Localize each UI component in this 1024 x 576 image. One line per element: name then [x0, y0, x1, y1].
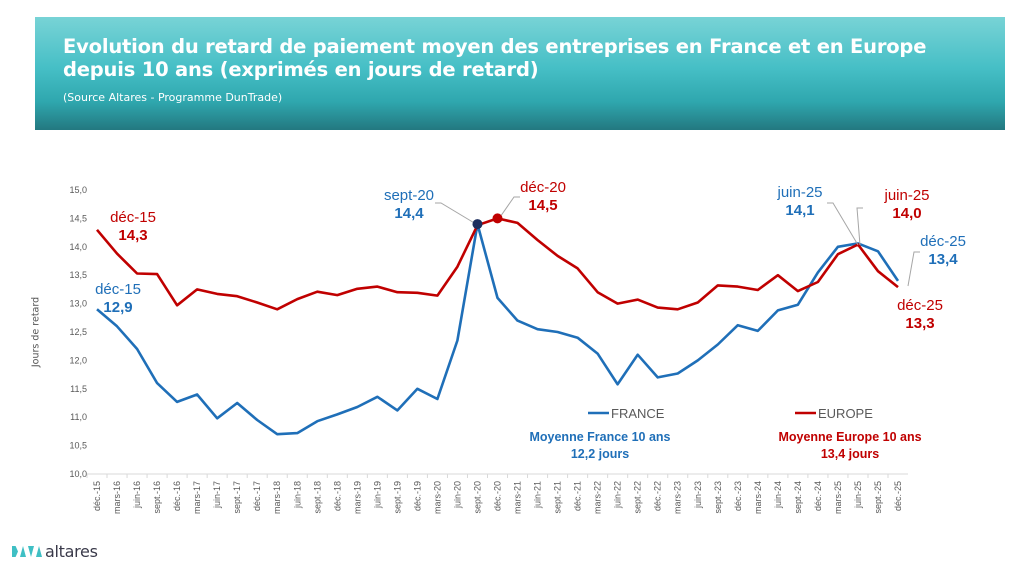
x-tick-label: mars-18	[272, 481, 282, 514]
x-tick-label: déc.-22	[653, 481, 663, 511]
x-tick-label: juin-22	[613, 481, 623, 509]
x-tick-label: sept.-25	[873, 481, 883, 514]
y-axis-title: Jours de retard	[30, 296, 42, 368]
average-label-france: Moyenne France 10 ans	[529, 430, 670, 444]
x-tick-label: sept.-16	[152, 481, 162, 514]
x-tick-label: sept.-24	[793, 481, 803, 514]
logo-text: altares	[45, 542, 98, 561]
x-tick-label: juin-23	[693, 481, 703, 509]
chart-source: (Source Altares - Programme DunTrade)	[63, 91, 283, 104]
x-tick-label: juin-18	[292, 481, 302, 509]
legend-label-europe: EUROPE	[818, 406, 873, 421]
x-tick-label: déc.-25	[893, 481, 903, 511]
x-tick-label: juin-24	[773, 481, 783, 509]
annotation-value-label: 12,9	[103, 299, 132, 316]
y-tick-label: 12,0	[69, 355, 87, 365]
x-tick-label: mars-17	[192, 481, 202, 514]
y-tick-label: 13,5	[69, 270, 87, 280]
legend-label-france: FRANCE	[611, 406, 665, 421]
annotation-value-label: 14,5	[528, 197, 557, 214]
average-value-france: 12,2 jours	[571, 447, 629, 461]
annotation-date-label: déc-25	[920, 233, 966, 250]
annotation-date-label: sept-20	[384, 187, 434, 204]
y-tick-label: 15,0	[69, 185, 87, 195]
annotation-value-label: 14,0	[892, 205, 921, 222]
x-tick-label: sept.-23	[713, 481, 723, 514]
data-logo-icon	[12, 546, 42, 557]
annotation-marker	[472, 219, 483, 230]
x-tick-label: sept.-20	[472, 481, 482, 514]
average-value-europe: 13,4 jours	[821, 447, 879, 461]
title-banner: Evolution du retard de paiement moyen de…	[35, 17, 1005, 130]
annotation-date-label: déc-25	[897, 297, 943, 314]
altares-logo: altares	[12, 542, 98, 561]
annotation-date-label: déc-15	[110, 209, 156, 226]
x-tick-label: mars-20	[432, 481, 442, 514]
x-tick-label: mars-19	[352, 481, 362, 514]
y-tick-label: 10,0	[69, 469, 87, 479]
chart-title-line2: depuis 10 ans (exprimés en jours de reta…	[63, 58, 539, 81]
annotation-date-label: juin-25	[776, 184, 822, 201]
annotation-date-label: déc-15	[95, 281, 141, 298]
x-tick-label: déc.-24	[813, 481, 823, 511]
annotation-date-label: déc-20	[520, 179, 566, 196]
x-tick-label: mars-24	[753, 481, 763, 514]
x-tick-label: déc.-21	[573, 481, 583, 511]
annotation-leader-line	[827, 202, 859, 246]
annotation-value-label: 13,3	[905, 315, 934, 332]
annotation-leader-line	[856, 207, 863, 246]
x-tick-label: mars-21	[513, 481, 523, 514]
x-tick-label: mars-25	[833, 481, 843, 514]
x-tick-label: juin-25	[853, 481, 863, 509]
x-tick-label: déc.-18	[332, 481, 342, 511]
x-tick-label: juin-17	[212, 481, 222, 509]
annotation-value-label: 14,1	[785, 202, 814, 219]
x-tick-label: déc.-15	[92, 481, 102, 511]
y-tick-label: 14,5	[69, 213, 87, 223]
y-tick-label: 10,5	[69, 441, 87, 451]
average-label-europe: Moyenne Europe 10 ans	[778, 430, 921, 444]
x-tick-label: juin-20	[452, 481, 462, 509]
x-tick-label: déc.-17	[252, 481, 262, 511]
x-tick-label: sept.-21	[553, 481, 563, 514]
annotation-value-label: 13,4	[928, 251, 958, 268]
x-tick-label: déc.-16	[172, 481, 182, 511]
annotation-value-label: 14,3	[118, 227, 147, 244]
y-tick-label: 11,0	[70, 412, 87, 422]
annotation-date-label: juin-25	[883, 187, 929, 204]
annotation-leader-line	[497, 196, 520, 221]
series-line-france	[96, 222, 900, 436]
x-tick-label: juin-21	[533, 481, 543, 509]
x-tick-label: juin-19	[372, 481, 382, 509]
x-tick-label: déc.-23	[733, 481, 743, 511]
y-tick-label: 12,5	[69, 327, 87, 337]
annotation-value-label: 14,4	[394, 205, 424, 222]
x-tick-label: sept.-19	[392, 481, 402, 514]
x-tick-label: sept.-22	[633, 481, 643, 514]
x-tick-label: déc.-19	[412, 481, 422, 511]
y-tick-label: 14,0	[69, 242, 87, 252]
annotation-leader-line	[907, 251, 920, 287]
x-tick-label: juin-16	[132, 481, 142, 509]
y-tick-label: 13,0	[69, 299, 87, 309]
x-tick-label: mars-16	[112, 481, 122, 514]
x-tick-label: mars-22	[593, 481, 603, 514]
y-tick-label: 11,5	[70, 384, 87, 394]
chart-title: Evolution du retard de paiement moyen de…	[63, 35, 926, 81]
annotation-leader-line	[435, 202, 477, 225]
x-tick-label: mars-23	[673, 481, 683, 514]
x-tick-label: sept.-17	[232, 481, 242, 514]
x-tick-label: déc.-20	[493, 481, 503, 511]
x-tick-label: sept.-18	[312, 481, 322, 514]
annotation-marker	[492, 213, 503, 224]
chart-title-line1: Evolution du retard de paiement moyen de…	[63, 35, 927, 58]
